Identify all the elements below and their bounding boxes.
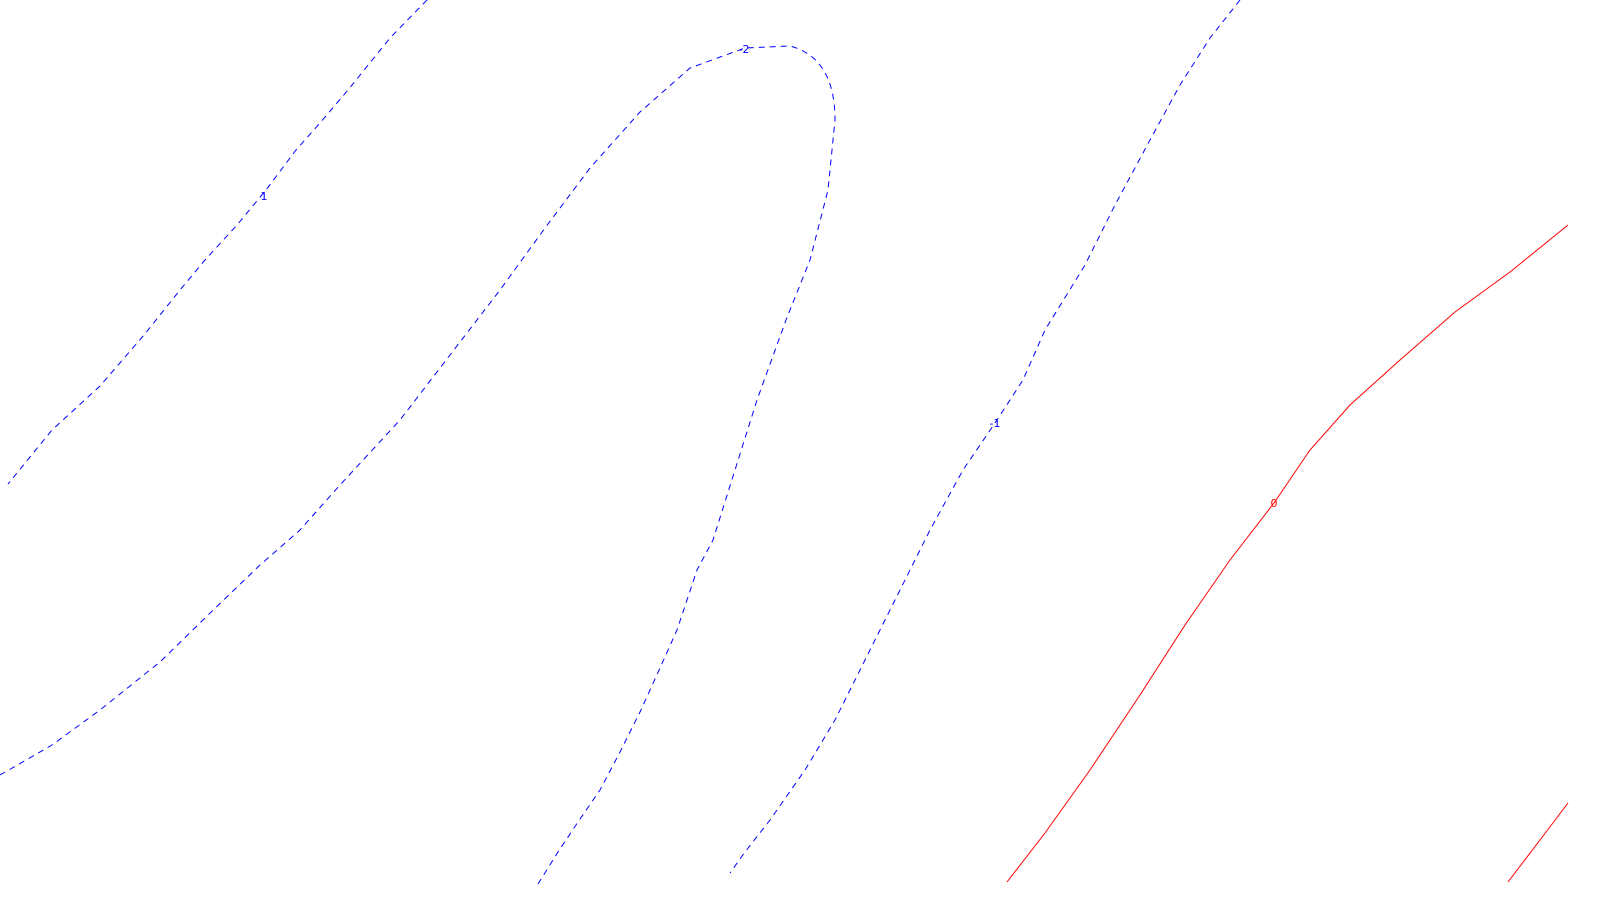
contour-line-level-minus1 xyxy=(729,0,1241,874)
contour-label-minus1: -1 xyxy=(990,417,1001,430)
contour-line-level-0-center xyxy=(1006,224,1569,883)
contour-line-level-minus2 xyxy=(0,45,836,885)
contour-label-1-left: 1 xyxy=(261,190,268,203)
contour-line-level-0-corner xyxy=(1507,802,1569,883)
contour-line-level-1-left xyxy=(7,0,428,485)
contour-label-0: 0 xyxy=(1271,497,1278,510)
contour-label-minus2: -2 xyxy=(739,43,750,56)
